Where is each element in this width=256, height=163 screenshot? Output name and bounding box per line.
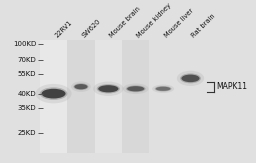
Bar [177, 40, 204, 153]
Bar [150, 40, 177, 153]
Ellipse shape [97, 84, 120, 93]
Text: 100KD: 100KD [13, 41, 36, 47]
Bar [40, 40, 67, 153]
Text: Mouse liver: Mouse liver [163, 8, 194, 39]
Bar [95, 40, 122, 153]
Text: MAPK11: MAPK11 [216, 82, 247, 91]
Text: 70KD: 70KD [17, 57, 36, 63]
Ellipse shape [41, 89, 66, 98]
Text: 40KD: 40KD [17, 91, 36, 97]
Ellipse shape [71, 82, 91, 92]
Ellipse shape [98, 85, 119, 92]
Ellipse shape [74, 84, 88, 89]
Ellipse shape [156, 87, 170, 91]
Ellipse shape [182, 74, 200, 82]
Text: Mouse brain: Mouse brain [108, 6, 142, 39]
Ellipse shape [127, 86, 144, 91]
Text: Mouse kidney: Mouse kidney [136, 2, 172, 39]
Text: SW620: SW620 [81, 18, 102, 39]
Ellipse shape [40, 87, 67, 100]
Text: 35KD: 35KD [17, 104, 36, 111]
Text: 25KD: 25KD [18, 130, 36, 136]
Ellipse shape [180, 73, 201, 83]
Bar [67, 40, 95, 153]
Ellipse shape [155, 86, 172, 91]
Ellipse shape [73, 83, 89, 90]
Ellipse shape [126, 85, 146, 92]
Ellipse shape [123, 83, 149, 94]
Ellipse shape [93, 82, 123, 96]
Text: Rat brain: Rat brain [190, 13, 216, 39]
Ellipse shape [177, 71, 204, 86]
Text: 55KD: 55KD [18, 71, 36, 77]
Ellipse shape [152, 85, 174, 93]
Bar [122, 40, 150, 153]
Bar [40, 40, 204, 153]
Text: 22RV1: 22RV1 [54, 19, 73, 39]
Ellipse shape [36, 84, 72, 103]
